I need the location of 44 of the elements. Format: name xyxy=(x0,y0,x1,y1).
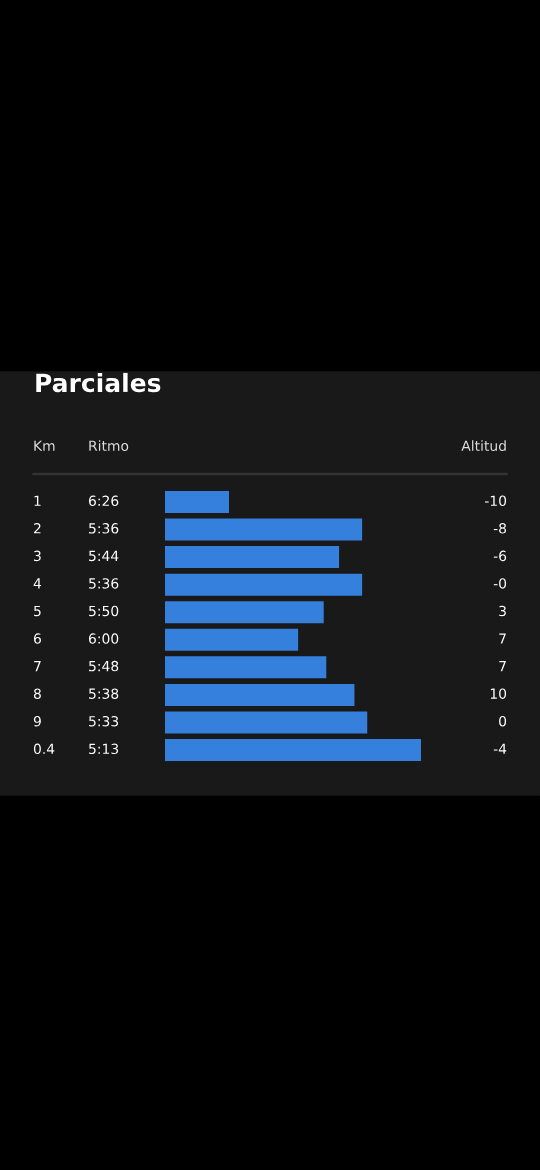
y-tick-label: 2 xyxy=(34,523,41,534)
text: 0 xyxy=(499,715,507,727)
y-tick-label: 3 xyxy=(34,550,41,562)
text: 5:48 xyxy=(89,660,119,672)
bar xyxy=(165,739,421,762)
y-axis-title: Km xyxy=(34,440,55,451)
text: 5:33 xyxy=(89,715,119,727)
text: 7 xyxy=(499,633,506,644)
text: -8 xyxy=(493,523,507,534)
y-tick-label: 0.4 xyxy=(33,743,55,755)
text: -6 xyxy=(493,550,507,562)
bar xyxy=(165,601,324,624)
bar xyxy=(165,711,368,734)
bar xyxy=(165,683,355,706)
bar xyxy=(165,573,363,596)
text: 3 xyxy=(499,605,506,617)
text: 5:36 xyxy=(89,523,119,534)
y-tick-label: 1 xyxy=(34,495,41,506)
text: 5:13 xyxy=(89,743,119,755)
y2-axis-title: Altitud xyxy=(461,440,506,452)
text: 5:36 xyxy=(89,578,119,589)
y-tick-label: 6 xyxy=(33,633,41,644)
text: 6:26 xyxy=(88,495,119,507)
text: 5:38 xyxy=(89,688,119,699)
text: -10 xyxy=(484,495,507,507)
text: 6:00 xyxy=(88,633,119,644)
bar xyxy=(165,656,327,679)
bar xyxy=(165,546,340,569)
y-tick-label: 5 xyxy=(34,605,41,617)
text: 7 xyxy=(499,661,506,672)
x-axis-title: Ritmo xyxy=(89,440,129,452)
text: -0 xyxy=(493,578,507,589)
bar xyxy=(165,490,229,513)
y-tick-label: 9 xyxy=(33,715,41,727)
bar xyxy=(165,628,299,651)
text: 5:44 xyxy=(89,550,119,562)
y-tick-label: 4 xyxy=(33,578,42,589)
y-tick-label: 8 xyxy=(33,688,41,699)
y-tick-label: 7 xyxy=(34,661,41,672)
bar xyxy=(165,518,363,541)
chart-title: Parciales xyxy=(36,372,161,393)
text: 5:50 xyxy=(89,605,119,617)
text: 10 xyxy=(490,688,507,699)
text: -4 xyxy=(493,743,507,754)
